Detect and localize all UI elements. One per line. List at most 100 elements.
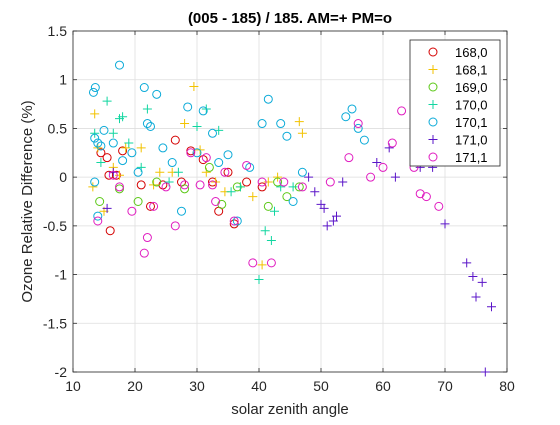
data-point xyxy=(90,109,100,119)
x-tick-labels: 10 20 30 40 50 60 70 80 xyxy=(65,378,515,394)
data-point xyxy=(192,148,202,158)
data-point xyxy=(108,138,118,148)
data-point xyxy=(248,258,258,268)
data-point xyxy=(421,192,431,202)
data-point xyxy=(102,203,112,213)
data-point xyxy=(139,83,149,93)
data-point xyxy=(186,148,196,158)
data-point xyxy=(201,167,211,177)
x-axis-label: solar zenith angle xyxy=(231,401,349,418)
data-point xyxy=(211,197,221,206)
data-point xyxy=(214,158,224,168)
data-point xyxy=(297,182,307,192)
legend-label: 171,0 xyxy=(455,133,488,148)
legend-marker xyxy=(428,135,438,144)
data-point xyxy=(242,177,252,187)
y-tick-label: -1 xyxy=(55,267,68,283)
data-point xyxy=(260,226,270,236)
y-tick-label: 1.5 xyxy=(48,23,68,39)
data-point xyxy=(273,172,283,182)
data-point xyxy=(173,167,183,177)
data-point xyxy=(235,182,245,192)
data-point xyxy=(279,177,289,187)
data-point xyxy=(294,117,304,127)
data-point xyxy=(142,119,152,129)
data-point xyxy=(223,167,233,177)
data-point xyxy=(108,170,118,180)
data-point xyxy=(208,180,217,190)
x-tick-label: 20 xyxy=(127,378,143,394)
data-point xyxy=(158,143,168,153)
plot-frame xyxy=(72,30,508,373)
series-169-0-markers xyxy=(95,162,304,211)
data-point xyxy=(155,167,165,177)
data-point xyxy=(288,197,298,206)
legend-label: 171,1 xyxy=(455,150,488,165)
data-point xyxy=(366,172,376,182)
data-point xyxy=(142,104,152,114)
data-point xyxy=(226,187,236,197)
data-point xyxy=(136,180,146,190)
x-tick-label: 30 xyxy=(189,378,205,394)
legend-marker xyxy=(428,100,438,109)
data-point xyxy=(142,233,152,243)
data-point xyxy=(263,201,273,211)
data-point xyxy=(359,135,369,145)
legend-marker xyxy=(428,47,438,57)
data-point xyxy=(201,104,211,114)
data-point xyxy=(325,177,335,187)
data-point xyxy=(118,156,128,166)
data-point xyxy=(273,177,283,187)
x-tick-label: 40 xyxy=(251,378,267,394)
data-point xyxy=(99,125,109,135)
data-point xyxy=(146,201,155,211)
y-axis-label: Ozone Relative Difference (%) xyxy=(19,100,36,302)
data-point xyxy=(304,172,314,182)
data-point xyxy=(136,162,146,172)
data-point xyxy=(149,201,159,211)
data-point xyxy=(93,138,103,148)
data-point xyxy=(297,128,307,138)
data-point xyxy=(276,119,286,129)
legend: 168,0 168,1 169,0 170,0 170,1 171,0 171,1 xyxy=(409,39,501,167)
axis-ticks xyxy=(72,30,508,373)
data-point xyxy=(96,158,106,168)
data-point xyxy=(471,292,481,302)
data-point xyxy=(229,216,239,226)
data-point xyxy=(118,112,128,122)
data-point xyxy=(332,211,341,221)
data-point xyxy=(152,177,162,187)
data-point xyxy=(415,189,425,199)
data-point xyxy=(170,135,180,145)
data-point xyxy=(198,106,208,116)
data-point xyxy=(217,199,227,209)
data-point xyxy=(257,119,267,129)
data-point xyxy=(353,123,363,133)
data-point xyxy=(115,170,124,180)
data-point xyxy=(276,182,286,192)
x-tick-label: 50 xyxy=(313,378,329,394)
data-point xyxy=(468,272,478,282)
data-point xyxy=(480,367,490,377)
legend-label: 169,0 xyxy=(455,80,488,95)
data-point xyxy=(384,143,394,153)
legend-marker xyxy=(428,82,438,92)
data-point xyxy=(136,143,146,153)
data-point xyxy=(115,60,124,70)
x-tick-label: 80 xyxy=(499,378,515,394)
data-point xyxy=(341,112,351,122)
data-point xyxy=(180,180,190,190)
data-point xyxy=(223,150,233,160)
data-point xyxy=(328,216,338,226)
data-point xyxy=(127,148,137,158)
x-tick-label: 10 xyxy=(65,378,81,394)
legend-marker xyxy=(428,65,438,74)
data-point xyxy=(90,133,100,143)
data-point xyxy=(152,89,162,99)
data-point xyxy=(93,143,103,153)
legend-marker xyxy=(428,117,438,127)
data-point xyxy=(139,248,149,258)
data-point xyxy=(266,235,276,245)
data-point xyxy=(257,260,267,270)
